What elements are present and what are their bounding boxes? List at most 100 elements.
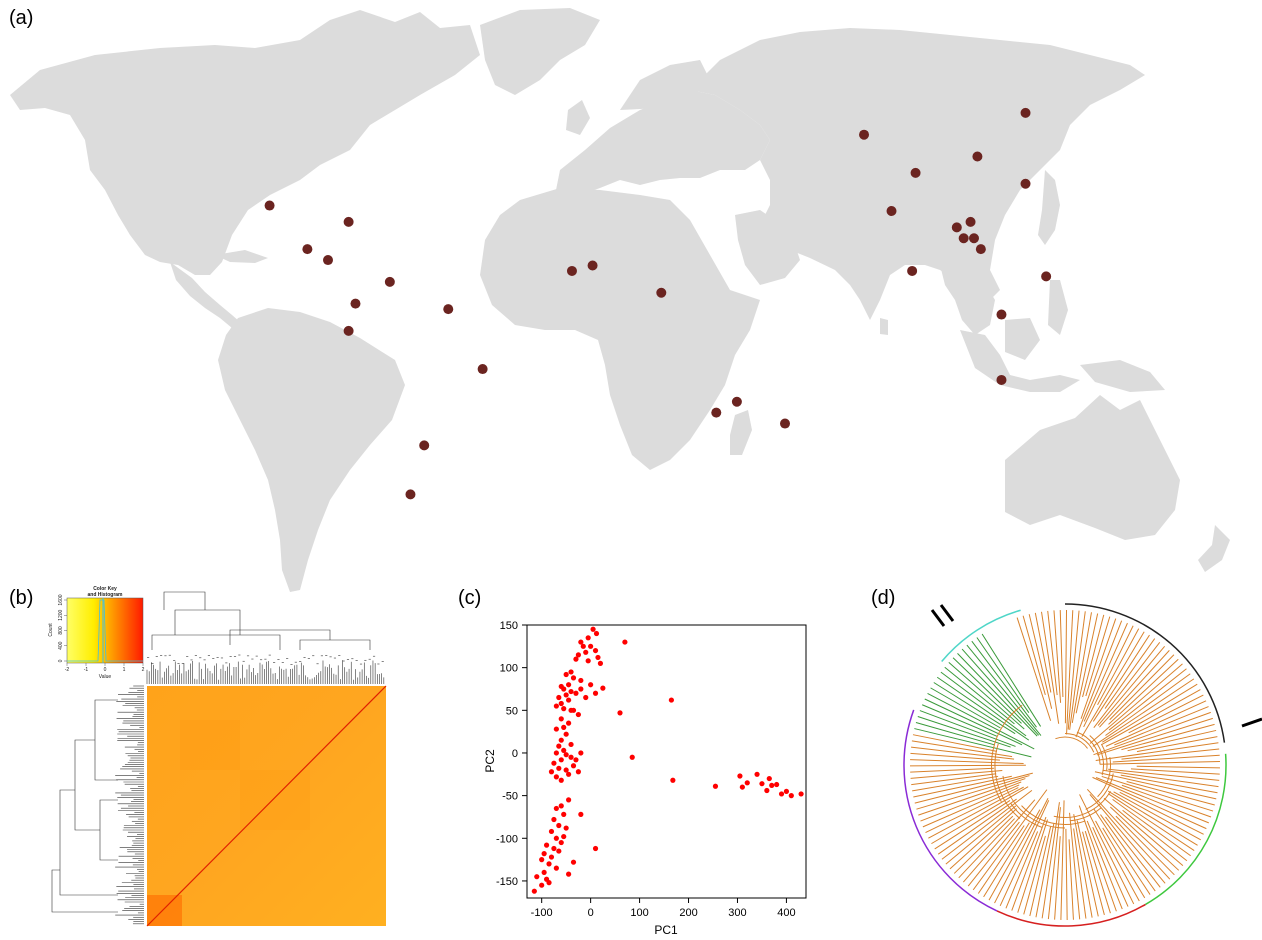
scatter-point bbox=[563, 752, 569, 758]
africa bbox=[480, 188, 760, 470]
site-marker bbox=[958, 233, 969, 244]
tree-branch bbox=[1005, 831, 1039, 909]
tree-branch bbox=[1096, 717, 1213, 756]
tree-branch bbox=[1104, 638, 1156, 709]
new-zealand bbox=[1198, 525, 1230, 572]
tree-branch bbox=[924, 698, 1023, 746]
tree-branch bbox=[1023, 835, 1046, 915]
tree-internal bbox=[1085, 773, 1114, 810]
tree-branch bbox=[940, 671, 1027, 737]
marker-ii-1 bbox=[930, 609, 946, 627]
color-key-xtick: -1 bbox=[84, 667, 89, 673]
indonesia bbox=[960, 330, 1080, 392]
tree-branch bbox=[953, 815, 1014, 874]
scatter-point bbox=[600, 685, 606, 691]
tree-internal bbox=[1064, 733, 1095, 753]
tree-branch bbox=[910, 759, 1024, 765]
color-key-yticks: 0 400 800 1200 1600 bbox=[58, 594, 67, 662]
arc-cyan bbox=[941, 609, 1021, 662]
tree-branch bbox=[919, 710, 1016, 747]
x-tick-label: 100 bbox=[630, 907, 648, 919]
site-marker bbox=[779, 418, 790, 429]
scatter-point bbox=[553, 835, 559, 841]
tree-branch bbox=[1107, 790, 1198, 846]
site-marker bbox=[975, 244, 986, 255]
scatter-point bbox=[573, 656, 579, 662]
scatter-point bbox=[759, 781, 765, 787]
tree-branch bbox=[1054, 836, 1061, 920]
tree-branch bbox=[1041, 611, 1060, 724]
tree-branch bbox=[1029, 826, 1052, 917]
site-marker bbox=[350, 298, 361, 309]
scatter-point bbox=[578, 811, 584, 817]
scatter-point bbox=[578, 639, 584, 645]
scatter-point bbox=[563, 671, 569, 678]
scatter-point bbox=[566, 771, 572, 777]
scatter-point bbox=[561, 747, 567, 754]
tree-branch bbox=[922, 704, 998, 737]
tree-branch bbox=[1068, 839, 1074, 920]
site-marker bbox=[965, 216, 976, 227]
y-tick-label: 150 bbox=[500, 620, 518, 632]
tree-branch bbox=[999, 800, 1050, 907]
tree-branch bbox=[1078, 805, 1117, 912]
tree-branch bbox=[1080, 618, 1117, 719]
scatter-point bbox=[558, 700, 564, 707]
tree-branch bbox=[1107, 793, 1195, 852]
tree-branch bbox=[1071, 612, 1092, 724]
site-marker bbox=[656, 287, 667, 298]
scatter-point bbox=[588, 682, 594, 688]
site-marker bbox=[587, 260, 598, 271]
world-map bbox=[10, 8, 1230, 592]
scatter-point bbox=[563, 825, 569, 831]
tree-branch bbox=[994, 798, 1049, 904]
tree-branch bbox=[913, 775, 1012, 798]
tree-branch bbox=[1041, 802, 1060, 919]
site-marker bbox=[996, 309, 1007, 320]
arc-black bbox=[1064, 603, 1226, 743]
tree-branch bbox=[972, 789, 1048, 891]
color-key-xlabel: Value bbox=[99, 674, 112, 680]
site-marker bbox=[443, 304, 454, 315]
tree-branch bbox=[1103, 797, 1184, 867]
tree-branch bbox=[1076, 820, 1099, 917]
scatter-point bbox=[590, 626, 596, 632]
color-key-ytick: 1200 bbox=[58, 609, 64, 620]
tree-branch bbox=[1028, 614, 1053, 709]
scatter-point bbox=[561, 724, 567, 730]
tree-branch bbox=[1122, 809, 1188, 862]
scatter-point bbox=[543, 842, 550, 848]
scatter-point bbox=[556, 822, 562, 829]
panel-label-d: (d) bbox=[871, 587, 896, 609]
tree-branch bbox=[914, 728, 1032, 758]
scatter-point bbox=[592, 690, 599, 696]
color-key-xtick: 1 bbox=[123, 667, 126, 673]
scatter-point bbox=[573, 690, 579, 696]
tree-branch bbox=[1047, 807, 1061, 920]
scatter-point bbox=[539, 882, 545, 888]
tree-branch bbox=[1066, 610, 1074, 735]
tree-branch bbox=[1127, 729, 1217, 752]
scatter-point bbox=[573, 757, 579, 763]
tree-internal bbox=[1002, 775, 1066, 829]
scatter-point bbox=[588, 643, 594, 649]
tree-branch bbox=[941, 789, 1033, 860]
tree-branch bbox=[910, 752, 1000, 761]
caribbean bbox=[215, 250, 268, 263]
marker-i bbox=[1241, 717, 1262, 728]
tree-branch bbox=[916, 775, 1030, 810]
heatmap-matrix bbox=[146, 685, 387, 927]
tree-branch bbox=[948, 662, 1025, 730]
tree-branch bbox=[1075, 613, 1099, 714]
scatter-points bbox=[531, 626, 804, 894]
tree-branch bbox=[1073, 814, 1093, 918]
tree-branch bbox=[977, 825, 1025, 894]
borneo bbox=[1005, 318, 1040, 360]
tree-internal bbox=[991, 704, 1023, 802]
tree-branch bbox=[1093, 711, 1211, 756]
madagascar bbox=[730, 410, 752, 455]
site-marker bbox=[886, 206, 897, 216]
tree-branch bbox=[957, 653, 1038, 737]
tree-branch bbox=[966, 644, 1042, 736]
